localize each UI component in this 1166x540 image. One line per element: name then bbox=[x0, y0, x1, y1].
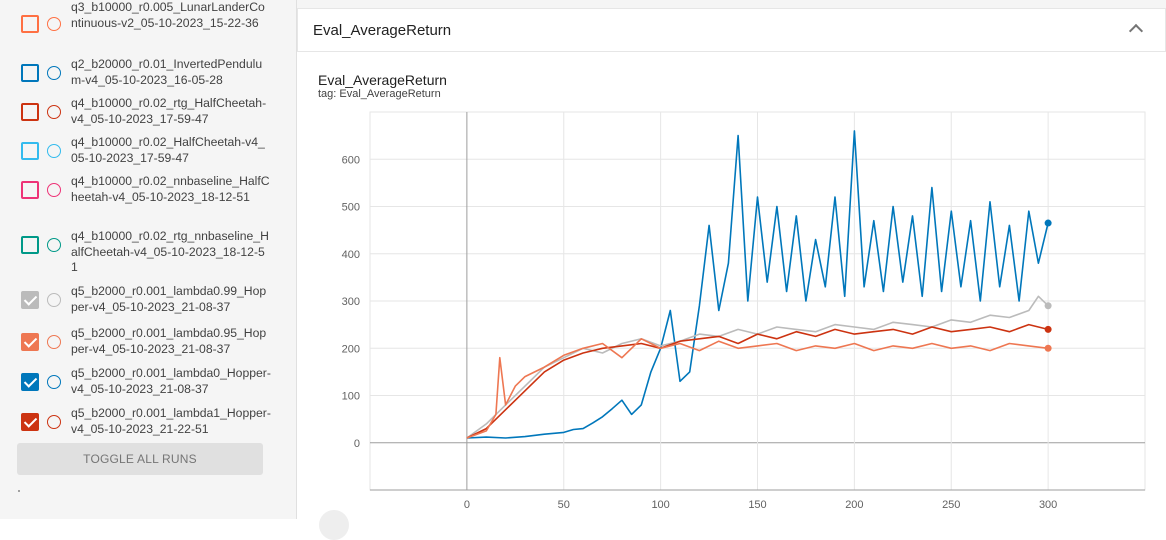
run-color-swatch[interactable] bbox=[47, 375, 61, 389]
run-label: q4_b10000_r0.02_rtg_HalfCheetah-v4_05-10… bbox=[71, 96, 267, 126]
series-end-point bbox=[1044, 344, 1052, 352]
run-color-swatch[interactable] bbox=[47, 105, 61, 119]
y-tick-label: 600 bbox=[342, 154, 360, 166]
run-color-swatch[interactable] bbox=[47, 293, 61, 307]
run-color-swatch[interactable] bbox=[47, 183, 61, 197]
x-tick-label: 250 bbox=[942, 499, 960, 511]
top-strip bbox=[297, 0, 1166, 8]
run-color-swatch[interactable] bbox=[47, 66, 61, 80]
run-color-swatch[interactable] bbox=[47, 415, 61, 429]
series-line bbox=[466, 130, 1049, 439]
run-checkbox[interactable] bbox=[21, 236, 39, 254]
run-label: q5_b2000_r0.001_lambda0_Hopper-v4_05-10-… bbox=[71, 366, 271, 396]
run-checkbox[interactable] bbox=[21, 291, 39, 309]
run-checkbox[interactable] bbox=[21, 373, 39, 391]
y-tick-label: 500 bbox=[342, 202, 360, 214]
run-item[interactable]: q5_b2000_r0.001_lambda1_Hopper-v4_05-10-… bbox=[20, 398, 280, 438]
run-checkbox[interactable] bbox=[21, 64, 39, 82]
run-checkbox[interactable] bbox=[21, 142, 39, 160]
x-tick-label: 50 bbox=[558, 499, 570, 511]
series-end-point bbox=[1044, 302, 1052, 310]
y-tick-label: 400 bbox=[342, 249, 360, 261]
run-checkbox[interactable] bbox=[21, 333, 39, 351]
series-end-point bbox=[1044, 325, 1052, 333]
run-checkbox[interactable] bbox=[21, 15, 39, 33]
chart-title: Eval_AverageReturn bbox=[318, 72, 447, 88]
run-checkbox[interactable] bbox=[21, 181, 39, 199]
run-color-swatch[interactable] bbox=[47, 17, 61, 31]
x-tick-label: 300 bbox=[1039, 499, 1057, 511]
x-tick-label: 100 bbox=[651, 499, 669, 511]
y-tick-label: 200 bbox=[342, 343, 360, 355]
run-item[interactable]: q4_b10000_r0.02_HalfCheetah-v4_05-10-202… bbox=[20, 127, 280, 167]
run-label: q5_b2000_r0.001_lambda0.99_Hopper-v4_05-… bbox=[71, 284, 267, 314]
y-tick-label: 100 bbox=[342, 391, 360, 403]
run-color-swatch[interactable] bbox=[47, 335, 61, 349]
run-item[interactable]: q4_b10000_r0.02_rtg_HalfCheetah-v4_05-10… bbox=[20, 88, 280, 128]
x-tick-label: 150 bbox=[748, 499, 766, 511]
run-item[interactable]: q2_b20000_r0.01_InvertedPendulum-v4_05-1… bbox=[20, 49, 280, 89]
runs-sidebar: q3_b10000_r0.005_LunarLanderContinuous-v… bbox=[0, 0, 297, 519]
series-end-point bbox=[1044, 219, 1052, 227]
run-color-swatch[interactable] bbox=[47, 238, 61, 252]
card-header[interactable]: Eval_AverageReturn bbox=[297, 8, 1166, 52]
card-header-title: Eval_AverageReturn bbox=[313, 22, 452, 39]
run-label: q4_b10000_r0.02_nnbaseline_HalfCheetah-v… bbox=[71, 174, 270, 204]
x-tick-label: 0 bbox=[464, 499, 470, 511]
run-item[interactable]: q3_b10000_r0.005_LunarLanderContinuous-v… bbox=[20, 0, 280, 39]
series-line bbox=[466, 295, 1049, 439]
chart-action-button[interactable] bbox=[319, 510, 349, 540]
run-label: q4_b10000_r0.02_rtg_nnbaseline_HalfCheet… bbox=[71, 229, 269, 274]
run-label: q5_b2000_r0.001_lambda0.95_Hopper-v4_05-… bbox=[71, 326, 267, 356]
run-checkbox[interactable] bbox=[21, 413, 39, 431]
run-label: q5_b2000_r0.001_lambda1_Hopper-v4_05-10-… bbox=[71, 406, 271, 436]
y-tick-label: 0 bbox=[354, 438, 360, 450]
run-item[interactable]: q5_b2000_r0.001_lambda0_Hopper-v4_05-10-… bbox=[20, 358, 280, 398]
x-tick-label: 200 bbox=[845, 499, 863, 511]
sidebar-dot bbox=[18, 490, 20, 492]
run-label: q2_b20000_r0.01_InvertedPendulum-v4_05-1… bbox=[71, 57, 263, 87]
run-item[interactable]: q5_b2000_r0.001_lambda0.99_Hopper-v4_05-… bbox=[20, 276, 280, 316]
run-item[interactable]: q4_b10000_r0.02_rtg_nnbaseline_HalfCheet… bbox=[20, 221, 280, 274]
line-chart: 0 100 200 300 400 500 600 0 50 100 150 200 250 300 bbox=[342, 111, 1146, 511]
run-checkbox[interactable] bbox=[21, 103, 39, 121]
run-label: q3_b10000_r0.005_LunarLanderContinuous-v… bbox=[71, 0, 265, 30]
y-tick-label: 300 bbox=[342, 296, 360, 308]
run-item[interactable]: q5_b2000_r0.001_lambda0.95_Hopper-v4_05-… bbox=[20, 318, 280, 358]
series-line bbox=[466, 338, 1049, 439]
series-line bbox=[466, 323, 1049, 439]
run-label: q4_b10000_r0.02_HalfCheetah-v4_05-10-202… bbox=[71, 135, 265, 165]
toggle-all-runs-button[interactable]: TOGGLE ALL RUNS bbox=[17, 443, 263, 475]
run-color-swatch[interactable] bbox=[47, 144, 61, 158]
chart-tag: tag: Eval_AverageReturn bbox=[318, 88, 441, 100]
run-item[interactable]: q4_b10000_r0.02_nnbaseline_HalfCheetah-v… bbox=[20, 166, 280, 206]
